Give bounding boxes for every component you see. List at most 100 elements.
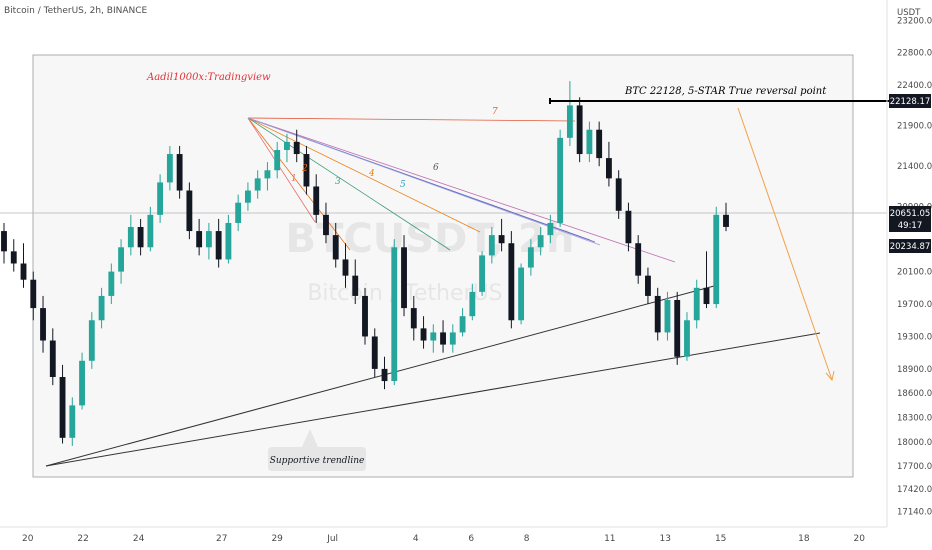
price-tag-lower-text: 20234.87: [890, 242, 931, 252]
candle-body[interactable]: [303, 154, 310, 187]
candle-body[interactable]: [596, 129, 603, 159]
time-tick-label: 27: [216, 534, 227, 544]
candle-body[interactable]: [147, 214, 154, 248]
price-tick-label: 21900.00: [897, 122, 932, 132]
time-tick-label: 20: [854, 534, 866, 544]
candle-body[interactable]: [196, 231, 203, 248]
candle-body[interactable]: [166, 154, 173, 183]
candle-body[interactable]: [69, 405, 76, 438]
candle-body[interactable]: [723, 214, 729, 227]
candle-body[interactable]: [557, 137, 564, 223]
candlestick-series: [1, 81, 729, 446]
candle-body[interactable]: [205, 231, 212, 248]
candle-body[interactable]: [118, 247, 125, 272]
candle-body[interactable]: [488, 235, 495, 256]
candle-body[interactable]: [576, 105, 583, 155]
candle-body[interactable]: [391, 247, 398, 382]
candle-body[interactable]: [362, 295, 368, 337]
candle-body[interactable]: [459, 316, 466, 333]
candle-body[interactable]: [215, 231, 222, 260]
candle-body[interactable]: [352, 275, 359, 296]
candle-body[interactable]: [313, 186, 320, 215]
candle-body[interactable]: [127, 227, 134, 248]
fan-label-6: 6: [433, 163, 439, 173]
candle-body[interactable]: [59, 377, 66, 438]
candle-body[interactable]: [537, 235, 544, 248]
candle-body[interactable]: [323, 214, 329, 236]
candle-body[interactable]: [469, 291, 476, 317]
time-tick-label: 24: [133, 534, 145, 544]
candle-body[interactable]: [371, 336, 378, 369]
candle-body[interactable]: [274, 149, 281, 171]
candle-body[interactable]: [108, 271, 115, 296]
supportive-trendline[interactable]: [45, 332, 821, 467]
candle-body[interactable]: [264, 170, 271, 179]
candle-body[interactable]: [498, 235, 505, 244]
price-axis-currency: USDT: [897, 8, 921, 18]
candle-body[interactable]: [527, 247, 534, 268]
candle-body[interactable]: [605, 158, 612, 179]
candle-body[interactable]: [98, 295, 105, 321]
supportive-trendline-callout[interactable]: Supportive trendline: [268, 429, 366, 471]
candle-body[interactable]: [20, 263, 27, 280]
candle-body[interactable]: [293, 141, 300, 155]
candle-body[interactable]: [645, 275, 651, 296]
time-tick-label: 13: [660, 534, 671, 544]
price-tick-label: 17420.00: [897, 485, 932, 495]
candle-body[interactable]: [420, 328, 427, 341]
candle-body[interactable]: [79, 360, 85, 406]
candle-body[interactable]: [186, 190, 193, 232]
candle-body[interactable]: [88, 320, 95, 361]
candle-body[interactable]: [176, 154, 183, 191]
candle-body[interactable]: [430, 332, 437, 341]
candle-body[interactable]: [1, 231, 7, 252]
projection-arrow[interactable]: [737, 107, 833, 381]
candle-body[interactable]: [254, 178, 261, 191]
candle-body[interactable]: [635, 243, 642, 276]
candle-body[interactable]: [244, 190, 251, 203]
candle-body[interactable]: [586, 129, 593, 155]
candle-body[interactable]: [440, 332, 446, 345]
candle-body[interactable]: [664, 299, 671, 333]
candle-body[interactable]: [713, 214, 720, 305]
price-tick-label: 18000.00: [897, 438, 932, 448]
candle-body[interactable]: [235, 202, 242, 223]
candle-body[interactable]: [410, 308, 417, 329]
price-tick-label: 18600.00: [897, 389, 932, 399]
candle-body[interactable]: [566, 105, 573, 138]
candle-body[interactable]: [654, 295, 661, 333]
annotation-frame: [32, 54, 854, 478]
candle-body[interactable]: [401, 247, 407, 309]
price-tag-lower: 20234.87: [889, 239, 931, 253]
candle-body[interactable]: [674, 299, 681, 357]
candle-body[interactable]: [157, 182, 164, 215]
candle-body[interactable]: [449, 332, 456, 345]
fan-label-2: 2: [301, 164, 308, 174]
candle-body[interactable]: [284, 141, 290, 150]
time-axis[interactable]: 20 22 24 27 29 Jul 4 6 8 11 13 15 18 20: [0, 526, 887, 544]
candle-body[interactable]: [342, 259, 349, 276]
candle-body[interactable]: [479, 255, 486, 292]
candle-body[interactable]: [703, 287, 710, 305]
fan-label-3: 3: [335, 177, 341, 187]
candle-body[interactable]: [225, 222, 232, 260]
candle-body[interactable]: [693, 287, 700, 321]
candle-body[interactable]: [40, 308, 46, 341]
candle-body[interactable]: [518, 267, 525, 321]
time-tick-label: 15: [715, 534, 726, 544]
candle-body[interactable]: [547, 222, 554, 236]
time-tick-label: 6: [468, 534, 474, 544]
candle-body[interactable]: [381, 368, 388, 382]
candle-body[interactable]: [684, 320, 690, 357]
candle-body[interactable]: [10, 251, 17, 264]
candle-body[interactable]: [508, 243, 515, 321]
candle-body[interactable]: [49, 340, 56, 378]
candle-body[interactable]: [332, 235, 339, 260]
candle-body[interactable]: [137, 227, 144, 248]
inner-trendline[interactable]: [45, 285, 715, 467]
candle-body[interactable]: [625, 210, 632, 244]
candle-body[interactable]: [615, 178, 622, 211]
candle-body[interactable]: [30, 279, 37, 309]
